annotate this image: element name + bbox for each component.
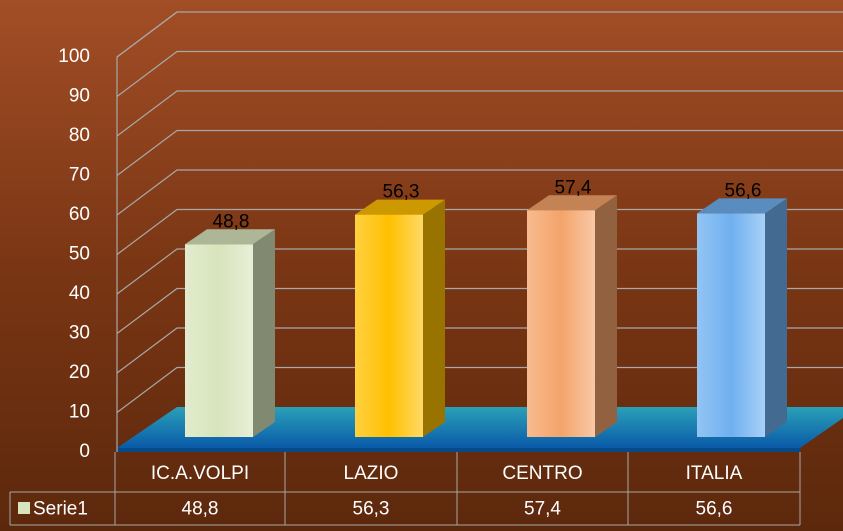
y-tick-label: 80 [69,125,90,146]
y-tick-label: 50 [69,244,90,265]
legend-swatch [18,502,30,514]
y-tick-label: 30 [69,323,90,344]
bar [185,244,253,437]
grid-line [116,287,843,334]
grid-line [116,248,843,295]
y-tick-label: 40 [69,283,90,304]
bar [355,214,423,437]
table-value: 57,4 [524,499,561,520]
data-label: 48,8 [213,211,250,232]
grid-line [116,327,843,374]
y-tick-label: 10 [69,402,90,423]
y-tick-label: 0 [79,441,90,462]
bar-side [423,199,445,437]
grid-line [116,90,843,137]
y-tick-label: 90 [69,86,90,107]
data-label: 56,3 [383,182,420,203]
floor [117,407,843,448]
y-tick-label: 20 [69,362,90,383]
table-value: 56,6 [696,499,733,520]
bar-top [185,229,275,245]
bar-side [765,198,787,437]
bar-side [253,229,275,437]
bar [527,210,595,437]
floor-edge [117,448,800,452]
data-label: 57,4 [555,177,592,198]
grid-line [116,129,843,176]
table-value: 48,8 [182,499,219,520]
bar-top [355,199,445,215]
bar-top [527,195,617,211]
y-tick-label: 100 [58,46,90,67]
x-tick-label: ITALIA [686,463,743,484]
data-label: 56,6 [725,180,762,201]
table-value: 56,3 [353,499,390,520]
x-tick-label: LAZIO [344,463,399,484]
legend-label: Serie1 [33,499,88,520]
grid-line [116,208,843,255]
grid-line [116,169,843,216]
bar-top [697,198,787,214]
bar-side [595,195,617,437]
x-tick-label: CENTRO [502,463,582,484]
grid-line [116,11,843,58]
grid-line [116,366,843,413]
y-tick-label: 70 [69,165,90,186]
y-tick-label: 60 [69,204,90,225]
x-tick-label: IC.A.VOLPI [151,463,249,484]
grid-line [116,50,843,97]
bar [697,213,765,437]
